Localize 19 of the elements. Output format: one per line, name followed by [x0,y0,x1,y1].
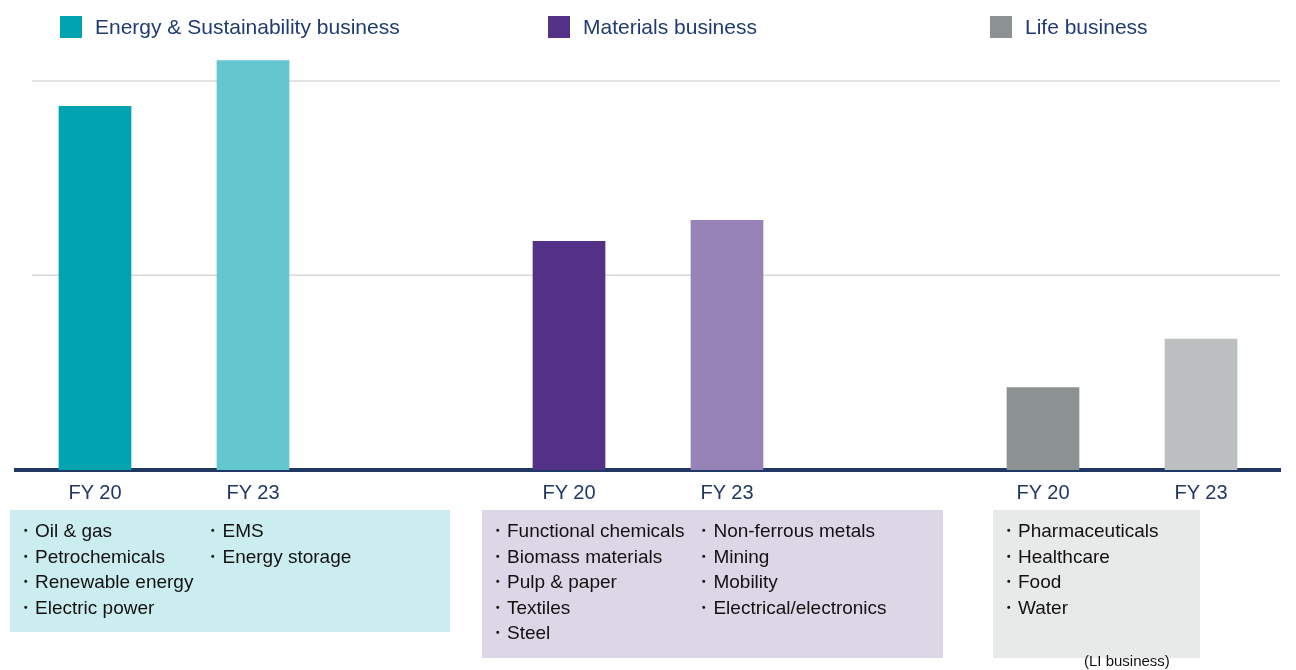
legend-label: Materials business [583,14,757,38]
bar [58,106,132,470]
bar [1164,338,1238,470]
bar [532,240,606,470]
x-tick-label: FY 20 [1016,480,1070,503]
x-tick-label: FY 23 [226,480,280,503]
bar [690,220,764,470]
text: ・Oil & gas ・Petrochemicals ・Renewable energy ・Electric power ・EMS ・Energy storage [16,520,352,618]
x-tick-label: FY 20 [68,480,122,503]
legend-label: Life business [1025,14,1148,38]
bar [216,60,290,470]
x-tick-label: FY 23 [1174,480,1228,503]
text: ・Functional chemicals ・Biomass materials ・Pulp & paper ・Textiles ・Steel ・Non-ferrous metals ・Mining ・Mobility ・Electrical/electronics [488,520,887,643]
x-tick-label: FY 23 [700,480,754,503]
bar [1006,387,1080,470]
text: ・Pharmaceuticals ・Healthcare ・Food ・Water [999,519,1159,620]
x-tick-label: FY 20 [542,480,596,503]
text: (LI business) [1084,652,1170,669]
legend-label: Energy & Sustainability business [95,14,400,38]
